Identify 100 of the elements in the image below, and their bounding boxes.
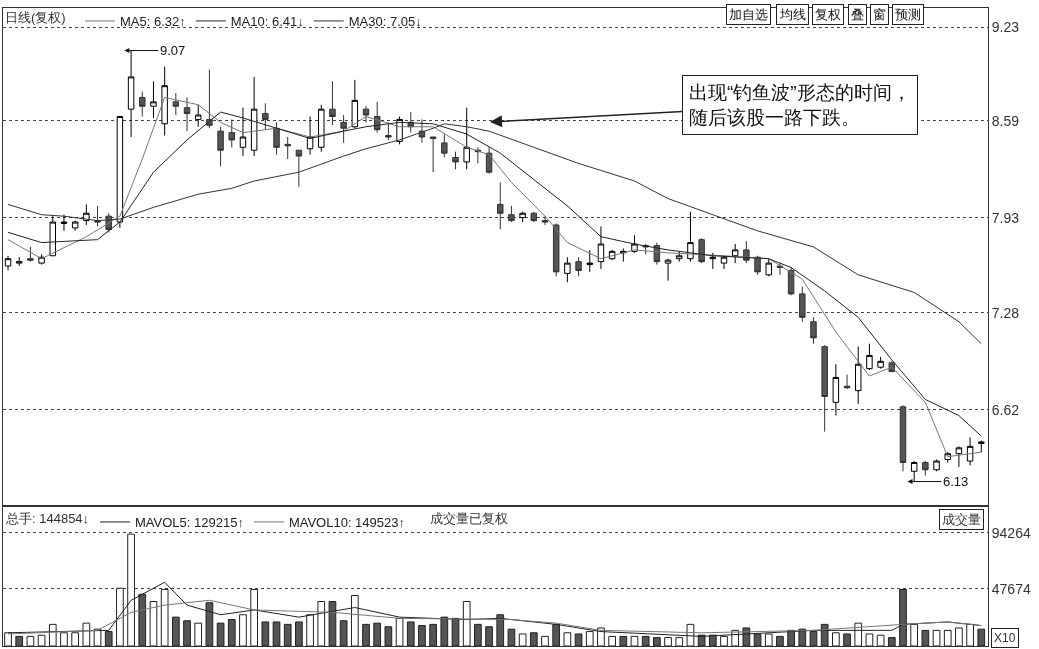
candlestick bbox=[362, 105, 370, 123]
candlestick bbox=[228, 118, 236, 148]
bar bbox=[261, 621, 270, 646]
bar bbox=[451, 617, 460, 646]
candlestick bbox=[664, 258, 672, 282]
bar bbox=[887, 637, 896, 646]
legend-label: MA5: 6.32↑ bbox=[120, 14, 186, 30]
bar bbox=[653, 637, 661, 646]
annotation: 预测 bbox=[895, 7, 921, 22]
bar bbox=[60, 632, 68, 646]
candlestick bbox=[966, 437, 974, 466]
candlestick bbox=[854, 346, 862, 405]
bar bbox=[283, 623, 292, 646]
annotation: 复权 bbox=[815, 7, 841, 22]
candlestick bbox=[709, 252, 717, 270]
candlestick bbox=[485, 146, 493, 175]
candlestick bbox=[463, 107, 470, 170]
bar bbox=[440, 616, 449, 646]
annotation: 成交量 bbox=[942, 512, 981, 527]
candlestick bbox=[978, 439, 985, 453]
candlestick bbox=[821, 344, 828, 433]
y-tick-label: 7.28 bbox=[991, 304, 1020, 321]
legend-label: MAVOL10: 149523↑ bbox=[288, 515, 406, 531]
bar bbox=[37, 634, 46, 646]
y-tick-label: 9.23 bbox=[991, 18, 1020, 35]
candlestick bbox=[217, 126, 224, 167]
candlestick bbox=[743, 240, 750, 264]
candlestick bbox=[139, 91, 146, 117]
candlestick bbox=[765, 258, 772, 277]
candlestick bbox=[552, 223, 560, 277]
bar bbox=[26, 635, 35, 646]
bar bbox=[485, 626, 493, 646]
candlestick bbox=[71, 220, 79, 232]
bar bbox=[529, 632, 538, 646]
candlestick bbox=[351, 79, 359, 129]
annotation: 出现“钓鱼波”形态的时间，随后该股一路下跌。 bbox=[689, 82, 911, 128]
bar bbox=[462, 601, 471, 646]
annotation: 均线 bbox=[779, 7, 806, 22]
candlestick bbox=[183, 96, 191, 132]
bar bbox=[474, 623, 482, 646]
bar bbox=[977, 628, 986, 646]
bar bbox=[339, 620, 348, 646]
bar bbox=[216, 622, 225, 646]
candlestick bbox=[731, 243, 739, 264]
y-tick-label: 6.62 bbox=[991, 401, 1020, 418]
candlestick bbox=[306, 115, 314, 156]
candlestick bbox=[955, 445, 963, 468]
y-tick-label: 8.59 bbox=[991, 112, 1020, 129]
candlestick bbox=[340, 114, 347, 144]
candlestick bbox=[329, 80, 336, 126]
bar bbox=[373, 622, 382, 646]
candlestick bbox=[452, 151, 459, 170]
bar bbox=[966, 623, 974, 646]
candlestick bbox=[843, 374, 851, 390]
bar bbox=[406, 621, 415, 646]
bar bbox=[619, 635, 628, 646]
candlestick bbox=[530, 211, 538, 223]
chart-title: 日线(复权) bbox=[5, 10, 66, 25]
candlestick bbox=[250, 76, 258, 157]
candlestick bbox=[284, 136, 291, 160]
candlestick bbox=[575, 256, 582, 277]
candlestick bbox=[49, 215, 57, 257]
bar bbox=[362, 623, 370, 646]
candlestick bbox=[877, 356, 884, 370]
bar bbox=[563, 632, 572, 646]
candlestick bbox=[318, 104, 325, 153]
bar bbox=[295, 621, 303, 646]
annotation: 窗 bbox=[873, 7, 886, 22]
candlestick bbox=[295, 149, 303, 188]
chart-title: 总手: 144854↓ bbox=[5, 511, 90, 526]
bar bbox=[418, 625, 426, 646]
candlestick bbox=[441, 133, 448, 159]
candlestick bbox=[15, 256, 23, 267]
candlestick bbox=[787, 267, 795, 296]
bar bbox=[574, 633, 583, 646]
candlestick bbox=[586, 249, 593, 273]
line-series bbox=[7, 599, 982, 635]
annotation: 叠 bbox=[851, 7, 864, 22]
candlestick bbox=[922, 460, 929, 477]
bar bbox=[932, 629, 941, 646]
annotation: 9.07 bbox=[160, 43, 186, 58]
bar bbox=[943, 629, 952, 646]
candlestick bbox=[161, 66, 168, 137]
bar bbox=[384, 626, 393, 646]
candlestick bbox=[385, 121, 392, 141]
annotation: 6.13 bbox=[943, 474, 969, 489]
bar bbox=[541, 635, 549, 646]
bar bbox=[910, 623, 919, 646]
bar bbox=[630, 635, 639, 646]
candlestick bbox=[27, 246, 34, 263]
text: X10 bbox=[994, 631, 1016, 645]
candlestick bbox=[508, 205, 515, 223]
bar bbox=[272, 621, 281, 646]
candlestick bbox=[799, 286, 806, 323]
candlestick bbox=[194, 104, 202, 128]
annotation: 加自选 bbox=[729, 7, 768, 22]
candlestick bbox=[676, 250, 683, 263]
bar bbox=[183, 620, 191, 646]
bar bbox=[171, 616, 180, 646]
bar bbox=[429, 623, 437, 646]
